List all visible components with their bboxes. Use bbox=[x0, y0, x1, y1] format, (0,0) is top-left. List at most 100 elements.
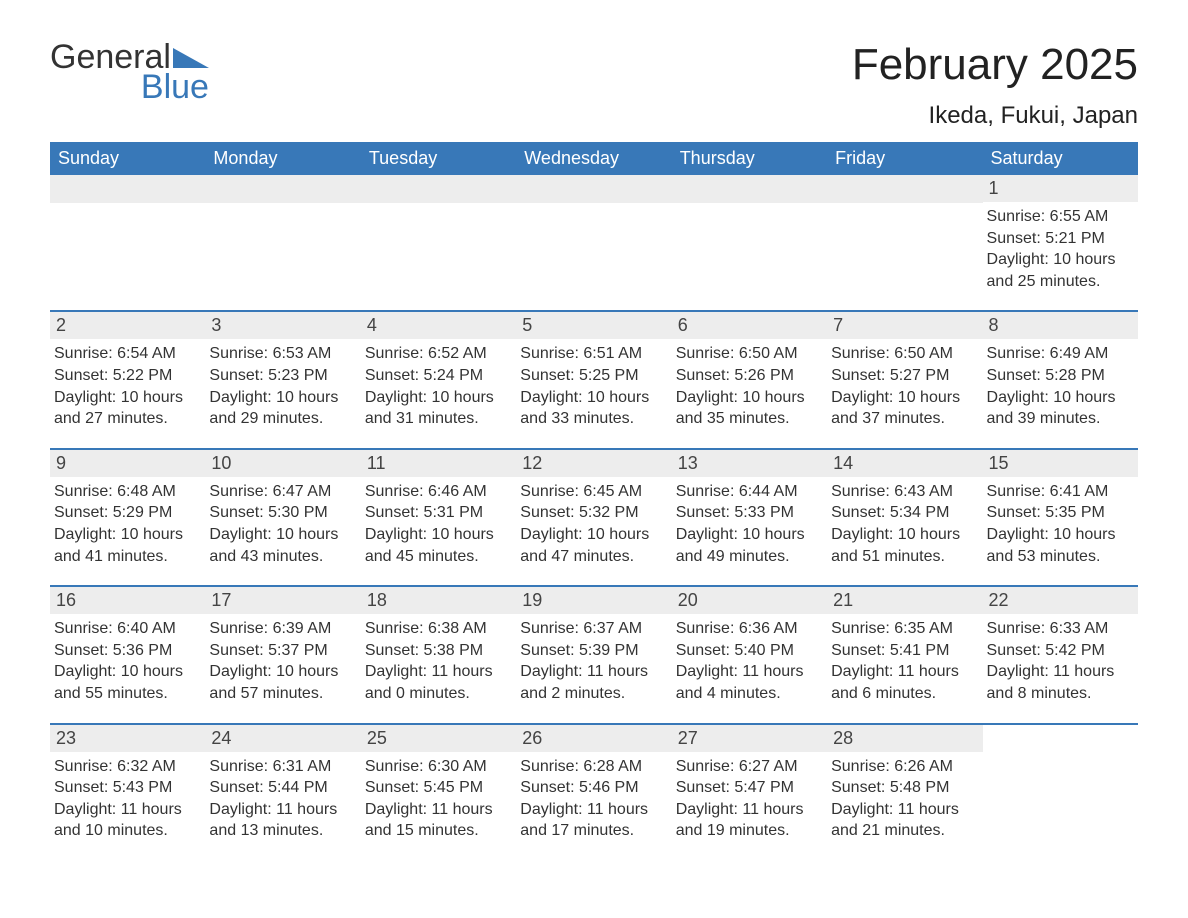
sunset-text: Sunset: 5:35 PM bbox=[987, 502, 1130, 524]
day-info: Sunrise: 6:41 AMSunset: 5:35 PMDaylight:… bbox=[987, 481, 1130, 567]
day-cell: 12 Sunrise: 6:45 AMSunset: 5:32 PMDayligh… bbox=[516, 450, 671, 585]
daylight-text-2: and 2 minutes. bbox=[520, 683, 663, 705]
sunrise-text: Sunrise: 6:54 AM bbox=[54, 343, 197, 365]
day-number: 27 bbox=[672, 725, 827, 752]
daylight-text-2: and 43 minutes. bbox=[209, 546, 352, 568]
daylight-text-2: and 17 minutes. bbox=[520, 820, 663, 842]
day-cell: 23Sunrise: 6:32 AMSunset: 5:43 PMDayligh… bbox=[50, 725, 205, 860]
day-number: 13 bbox=[672, 450, 827, 477]
weekday-thursday: Thursday bbox=[672, 142, 827, 175]
day-number: 25 bbox=[361, 725, 516, 752]
daylight-text-2: and 31 minutes. bbox=[365, 408, 508, 430]
daylight-text-1: Daylight: 11 hours bbox=[54, 799, 197, 821]
daylight-text-1: Daylight: 10 hours bbox=[831, 524, 974, 546]
day-cell: 25Sunrise: 6:30 AMSunset: 5:45 PMDayligh… bbox=[361, 725, 516, 860]
sunset-text: Sunset: 5:32 PM bbox=[520, 502, 663, 524]
weeks-container: 1Sunrise: 6:55 AMSunset: 5:21 PMDaylight… bbox=[50, 175, 1138, 860]
day-cell bbox=[827, 175, 982, 310]
sunrise-text: Sunrise: 6:37 AM bbox=[520, 618, 663, 640]
day-number bbox=[983, 725, 1138, 753]
day-info: Sunrise: 6:51 AMSunset: 5:25 PMDaylight:… bbox=[520, 343, 663, 429]
daylight-text-2: and 21 minutes. bbox=[831, 820, 974, 842]
sunset-text: Sunset: 5:39 PM bbox=[520, 640, 663, 662]
day-info: Sunrise: 6:45 AMSunset: 5:32 PMDaylight:… bbox=[520, 481, 663, 567]
sunrise-text: Sunrise: 6:31 AM bbox=[209, 756, 352, 778]
day-number: 2 bbox=[50, 312, 205, 339]
calendar: Sunday Monday Tuesday Wednesday Thursday… bbox=[50, 142, 1138, 860]
sunset-text: Sunset: 5:33 PM bbox=[676, 502, 819, 524]
day-cell: 19Sunrise: 6:37 AMSunset: 5:39 PMDayligh… bbox=[516, 587, 671, 722]
day-number: 7 bbox=[827, 312, 982, 339]
daylight-text-1: Daylight: 11 hours bbox=[365, 799, 508, 821]
sunrise-text: Sunrise: 6:53 AM bbox=[209, 343, 352, 365]
daylight-text-1: Daylight: 10 hours bbox=[209, 524, 352, 546]
daylight-text-1: Daylight: 10 hours bbox=[209, 387, 352, 409]
weekday-saturday: Saturday bbox=[983, 142, 1138, 175]
day-cell: 13Sunrise: 6:44 AMSunset: 5:33 PMDayligh… bbox=[672, 450, 827, 585]
sunrise-text: Sunrise: 6:38 AM bbox=[365, 618, 508, 640]
day-number: 4 bbox=[361, 312, 516, 339]
daylight-text-1: Daylight: 11 hours bbox=[520, 799, 663, 821]
day-number: 22 bbox=[983, 587, 1138, 614]
day-cell bbox=[361, 175, 516, 310]
sunrise-text: Sunrise: 6:36 AM bbox=[676, 618, 819, 640]
day-info: Sunrise: 6:50 AMSunset: 5:27 PMDaylight:… bbox=[831, 343, 974, 429]
day-number: 12 bbox=[516, 450, 671, 477]
day-info: Sunrise: 6:36 AMSunset: 5:40 PMDaylight:… bbox=[676, 618, 819, 704]
weekday-header-row: Sunday Monday Tuesday Wednesday Thursday… bbox=[50, 142, 1138, 175]
day-number bbox=[827, 175, 982, 203]
sunrise-text: Sunrise: 6:47 AM bbox=[209, 481, 352, 503]
day-info: Sunrise: 6:37 AMSunset: 5:39 PMDaylight:… bbox=[520, 618, 663, 704]
daylight-text-1: Daylight: 10 hours bbox=[54, 387, 197, 409]
daylight-text-1: Daylight: 11 hours bbox=[676, 661, 819, 683]
day-cell bbox=[983, 725, 1138, 860]
daylight-text-2: and 8 minutes. bbox=[987, 683, 1130, 705]
header: General Blue February 2025 Ikeda, Fukui,… bbox=[50, 40, 1138, 130]
daylight-text-1: Daylight: 10 hours bbox=[54, 661, 197, 683]
sunrise-text: Sunrise: 6:45 AM bbox=[520, 481, 663, 503]
daylight-text-2: and 53 minutes. bbox=[987, 546, 1130, 568]
daylight-text-2: and 51 minutes. bbox=[831, 546, 974, 568]
title-block: February 2025 Ikeda, Fukui, Japan bbox=[852, 40, 1138, 130]
sunrise-text: Sunrise: 6:33 AM bbox=[987, 618, 1130, 640]
day-info: Sunrise: 6:32 AMSunset: 5:43 PMDaylight:… bbox=[54, 756, 197, 842]
sunset-text: Sunset: 5:40 PM bbox=[676, 640, 819, 662]
sunset-text: Sunset: 5:44 PM bbox=[209, 777, 352, 799]
day-number: 1 bbox=[983, 175, 1138, 202]
day-cell: 17Sunrise: 6:39 AMSunset: 5:37 PMDayligh… bbox=[205, 587, 360, 722]
sunset-text: Sunset: 5:23 PM bbox=[209, 365, 352, 387]
week-row: 16Sunrise: 6:40 AMSunset: 5:36 PMDayligh… bbox=[50, 585, 1138, 722]
day-info: Sunrise: 6:53 AMSunset: 5:23 PMDaylight:… bbox=[209, 343, 352, 429]
sunrise-text: Sunrise: 6:26 AM bbox=[831, 756, 974, 778]
sunrise-text: Sunrise: 6:39 AM bbox=[209, 618, 352, 640]
day-number: 15 bbox=[983, 450, 1138, 477]
sunset-text: Sunset: 5:38 PM bbox=[365, 640, 508, 662]
day-cell: 1Sunrise: 6:55 AMSunset: 5:21 PMDaylight… bbox=[983, 175, 1138, 310]
day-cell: 8Sunrise: 6:49 AMSunset: 5:28 PMDaylight… bbox=[983, 312, 1138, 447]
daylight-text-2: and 6 minutes. bbox=[831, 683, 974, 705]
month-title: February 2025 bbox=[852, 40, 1138, 90]
daylight-text-1: Daylight: 11 hours bbox=[209, 799, 352, 821]
day-number: 21 bbox=[827, 587, 982, 614]
sunset-text: Sunset: 5:29 PM bbox=[54, 502, 197, 524]
sunset-text: Sunset: 5:48 PM bbox=[831, 777, 974, 799]
day-number: 14 bbox=[827, 450, 982, 477]
day-cell: 5Sunrise: 6:51 AMSunset: 5:25 PMDaylight… bbox=[516, 312, 671, 447]
day-cell: 7 Sunrise: 6:50 AMSunset: 5:27 PMDaylight… bbox=[827, 312, 982, 447]
day-number: 24 bbox=[205, 725, 360, 752]
sunset-text: Sunset: 5:26 PM bbox=[676, 365, 819, 387]
daylight-text-2: and 33 minutes. bbox=[520, 408, 663, 430]
daylight-text-1: Daylight: 11 hours bbox=[831, 799, 974, 821]
sunset-text: Sunset: 5:28 PM bbox=[987, 365, 1130, 387]
day-info: Sunrise: 6:39 AMSunset: 5:37 PMDaylight:… bbox=[209, 618, 352, 704]
daylight-text-1: Daylight: 10 hours bbox=[520, 524, 663, 546]
day-number: 8 bbox=[983, 312, 1138, 339]
day-cell: 10Sunrise: 6:47 AMSunset: 5:30 PMDayligh… bbox=[205, 450, 360, 585]
week-row: 9Sunrise: 6:48 AMSunset: 5:29 PMDaylight… bbox=[50, 448, 1138, 585]
daylight-text-2: and 27 minutes. bbox=[54, 408, 197, 430]
day-info: Sunrise: 6:33 AMSunset: 5:42 PMDaylight:… bbox=[987, 618, 1130, 704]
daylight-text-1: Daylight: 10 hours bbox=[209, 661, 352, 683]
day-info: Sunrise: 6:26 AMSunset: 5:48 PMDaylight:… bbox=[831, 756, 974, 842]
day-info: Sunrise: 6:31 AMSunset: 5:44 PMDaylight:… bbox=[209, 756, 352, 842]
day-number: 9 bbox=[50, 450, 205, 477]
